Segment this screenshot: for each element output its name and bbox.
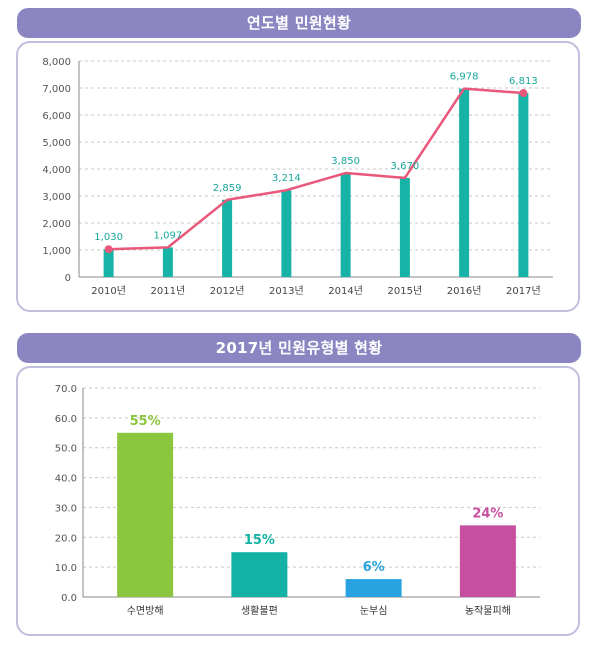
bar [340, 173, 351, 277]
x-tick-label: 2017년 [506, 285, 541, 297]
y-tick-label: 5,000 [42, 138, 71, 149]
y-tick-label: 20.0 [55, 533, 77, 544]
bar [399, 177, 410, 277]
x-tick-label: 2010년 [91, 285, 126, 297]
bar [162, 247, 173, 277]
x-tick-label: 2016년 [447, 285, 482, 297]
chart1-header: 연도별 민원현황 [17, 8, 581, 38]
y-tick-label: 3,000 [42, 192, 71, 203]
y-tick-label: 1,000 [42, 246, 71, 257]
data-label: 3,850 [331, 156, 360, 167]
bar [459, 525, 516, 597]
y-tick-label: 7,000 [42, 84, 71, 95]
data-label: 3,214 [272, 173, 301, 184]
data-label: 1,097 [154, 230, 183, 241]
y-tick-label: 4,000 [42, 165, 71, 176]
y-tick-label: 2,000 [42, 219, 71, 230]
y-tick-label: 6,000 [42, 111, 71, 122]
y-tick-label: 50.0 [55, 444, 77, 455]
x-tick-label: 농작물피해 [465, 604, 511, 617]
y-tick-label: 10.0 [55, 563, 77, 574]
data-label: 6% [363, 560, 385, 575]
y-tick-label: 0.0 [61, 593, 77, 604]
bar [459, 88, 470, 278]
x-tick-label: 2012년 [210, 285, 245, 297]
line-point [104, 245, 113, 254]
x-tick-label: 2013년 [269, 285, 304, 297]
data-label: 15% [244, 533, 275, 548]
y-tick-label: 70.0 [55, 384, 77, 395]
y-tick-label: 8,000 [42, 57, 71, 68]
data-label: 55% [130, 414, 161, 429]
y-tick-label: 40.0 [55, 474, 77, 485]
bar [345, 579, 402, 597]
y-tick-label: 60.0 [55, 414, 77, 425]
x-tick-label: 생활불편 [241, 604, 278, 617]
bar [231, 552, 288, 597]
data-label: 24% [472, 506, 503, 521]
x-tick-label: 2011년 [151, 285, 186, 297]
bar [518, 93, 529, 277]
bar [281, 190, 292, 277]
data-label: 2,859 [213, 183, 242, 194]
y-tick-label: 0 [65, 273, 71, 284]
x-tick-label: 수면방해 [127, 604, 164, 617]
line-point [519, 89, 528, 98]
data-label: 6,978 [450, 72, 479, 83]
x-tick-label: 눈부심 [360, 605, 388, 617]
x-tick-label: 2014년 [328, 285, 363, 297]
chart2-header: 2017년 민원유형별 현황 [17, 333, 581, 363]
bar [117, 432, 174, 597]
trend-line [108, 87, 524, 251]
bar [222, 199, 233, 277]
data-label: 1,030 [94, 232, 123, 243]
x-tick-label: 2015년 [388, 285, 423, 297]
data-label: 6,813 [509, 76, 538, 87]
y-tick-label: 30.0 [55, 503, 77, 514]
bar [103, 249, 114, 277]
data-label: 3,670 [391, 161, 420, 172]
